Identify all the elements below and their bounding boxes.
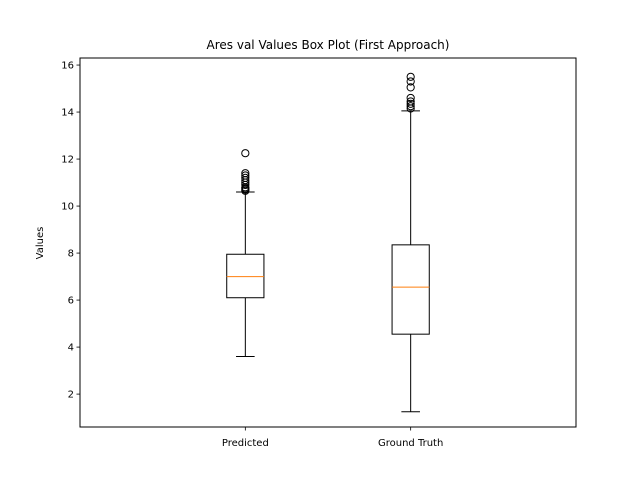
outlier-point (406, 102, 415, 111)
y-axis-label: Values (35, 227, 46, 260)
x-tick-label: Ground Truth (378, 438, 443, 449)
outlier-point (406, 97, 415, 106)
outlier-point (241, 171, 250, 180)
x-tick-label: Predicted (222, 438, 269, 449)
y-tick-label: 14 (61, 108, 74, 119)
y-tick-label: 8 (68, 249, 74, 260)
chart-title: Ares val Values Box Plot (First Approach… (207, 38, 450, 52)
y-tick-label: 4 (68, 343, 74, 354)
outlier-point (241, 169, 250, 178)
outlier-point (406, 93, 415, 103)
y-tick-label: 10 (61, 202, 74, 213)
outlier-point (406, 99, 415, 108)
iqr-box (391, 244, 430, 335)
y-tick-label: 2 (68, 390, 74, 401)
y-tick-label: 16 (61, 61, 74, 72)
outlier-point (406, 72, 415, 81)
y-tick-label: 6 (68, 296, 74, 307)
plot-frame (79, 57, 577, 428)
outlier-point (406, 83, 415, 92)
plot-area: 2 4 6 8 10 12 14 16 Predicted Ground Truth (61, 61, 443, 449)
outlier-point (241, 173, 250, 182)
iqr-box (226, 253, 265, 299)
y-tick-label: 12 (61, 155, 74, 166)
outlier-point (241, 149, 250, 158)
outlier-point (406, 77, 415, 86)
